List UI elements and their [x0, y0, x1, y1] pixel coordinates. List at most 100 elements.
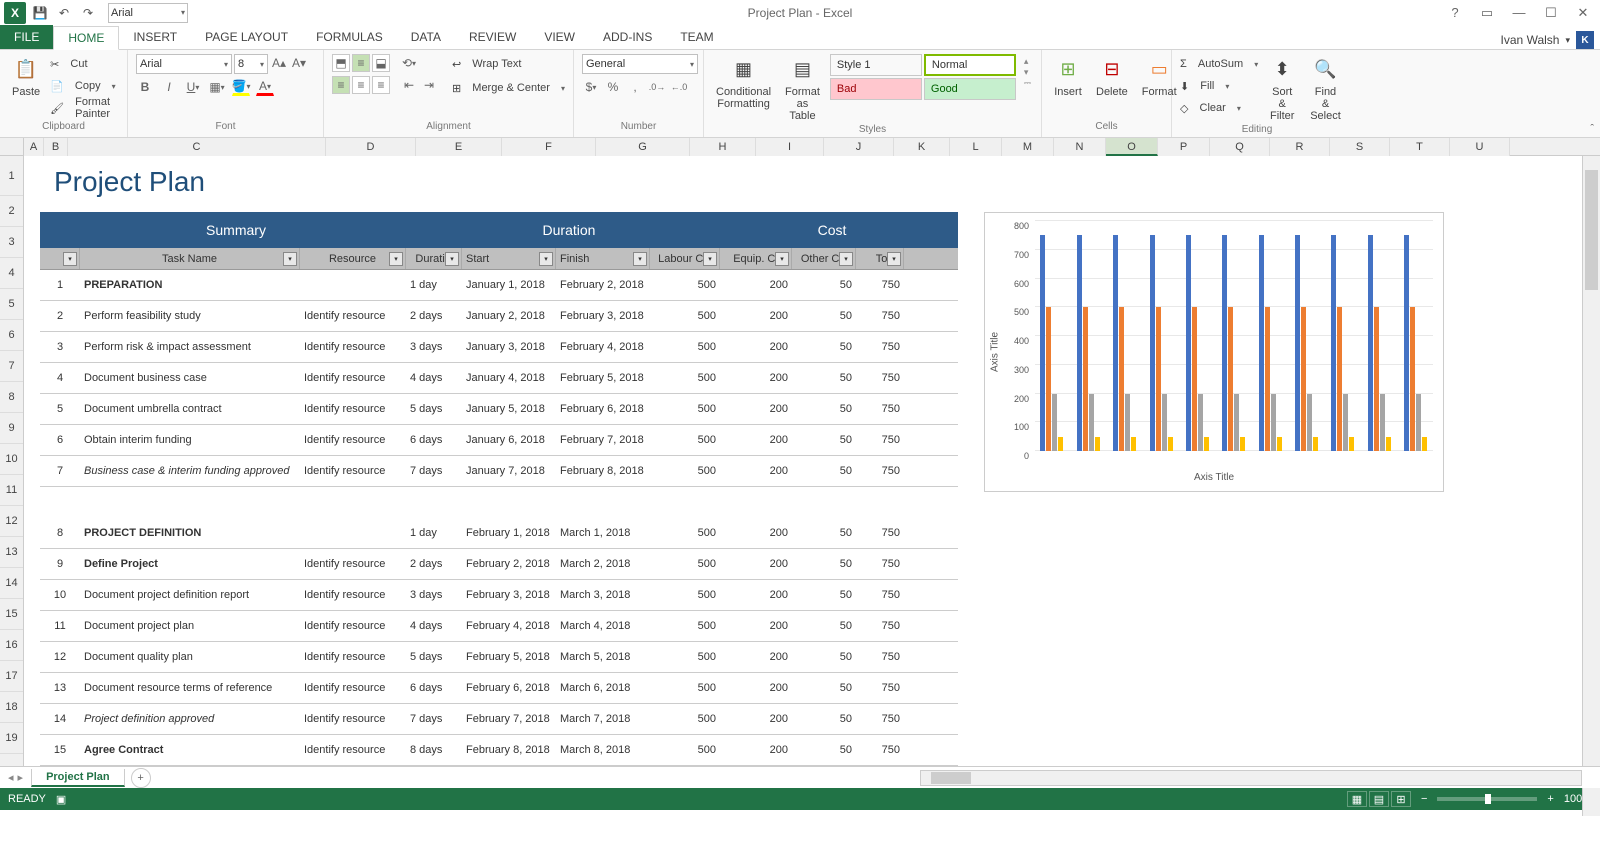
clear-button[interactable]: ◇ Clear ▾	[1180, 98, 1258, 118]
filter-dropdown-icon[interactable]: ▾	[63, 252, 77, 266]
column-header[interactable]: U	[1450, 138, 1510, 156]
tab-review[interactable]: REVIEW	[455, 25, 530, 49]
column-header[interactable]: H	[690, 138, 756, 156]
styles-scroll-down-icon[interactable]: ▾	[1024, 67, 1031, 78]
cost-chart[interactable]: 0100200300400500600700800 Axis Title Axi…	[984, 212, 1444, 492]
table-row[interactable]: 9Define ProjectIdentify resource2 daysFe…	[40, 549, 958, 580]
column-header[interactable]: F	[502, 138, 596, 156]
column-header[interactable]: M	[1002, 138, 1054, 156]
tab-formulas[interactable]: FORMULAS	[302, 25, 397, 49]
redo-icon[interactable]: ↷	[78, 3, 98, 23]
sort-filter-button[interactable]: ⬍Sort & Filter	[1264, 54, 1300, 124]
conditional-formatting-button[interactable]: ▦Conditional Formatting	[712, 54, 775, 112]
delete-cells-button[interactable]: ⊟Delete	[1092, 54, 1132, 100]
column-header[interactable]: J	[824, 138, 894, 156]
styles-scroll-up-icon[interactable]: ▴	[1024, 56, 1031, 67]
tab-add-ins[interactable]: ADD-INS	[589, 25, 666, 49]
row-header[interactable]: 4	[0, 258, 23, 289]
undo-icon[interactable]: ↶	[54, 3, 74, 23]
filter-dropdown-icon[interactable]: ▾	[703, 252, 717, 266]
find-select-button[interactable]: 🔍Find & Select	[1306, 54, 1345, 124]
border-icon[interactable]: ▦▾	[208, 78, 226, 96]
font-size-select[interactable]: 8▾	[234, 54, 268, 74]
format-painter-button[interactable]: 🖌 Format Painter	[50, 98, 119, 118]
column-header-cell[interactable]: Finish▾	[556, 248, 650, 269]
column-header-cell[interactable]: Start▾	[462, 248, 556, 269]
comma-icon[interactable]: ,	[626, 78, 644, 96]
table-row[interactable]: 6Obtain interim fundingIdentify resource…	[40, 425, 958, 456]
row-header[interactable]: 12	[0, 506, 23, 537]
row-header[interactable]: 11	[0, 475, 23, 506]
table-row[interactable]: 12Document quality planIdentify resource…	[40, 642, 958, 673]
row-header[interactable]: 13	[0, 537, 23, 568]
column-header[interactable]: B	[44, 138, 68, 156]
row-header[interactable]: 6	[0, 320, 23, 351]
row-header[interactable]: 17	[0, 661, 23, 692]
save-icon[interactable]: 💾	[30, 3, 50, 23]
worksheet[interactable]: Project Plan SummaryDurationCost ID▾Task…	[24, 156, 1600, 766]
page-break-view-icon[interactable]: ⊞	[1391, 791, 1411, 807]
column-header[interactable]: A	[24, 138, 44, 156]
macro-record-icon[interactable]: ▣	[56, 793, 66, 806]
increase-decimal-icon[interactable]: .0→	[648, 78, 666, 96]
sheet-tab[interactable]: Project Plan	[31, 769, 125, 787]
decrease-indent-icon[interactable]: ⇤	[400, 76, 418, 94]
scrollbar-thumb[interactable]	[931, 772, 971, 784]
filter-dropdown-icon[interactable]: ▾	[445, 252, 459, 266]
table-row[interactable]: 13Document resource terms of referenceId…	[40, 673, 958, 704]
column-header[interactable]: I	[756, 138, 824, 156]
close-icon[interactable]: ✕	[1572, 3, 1594, 23]
increase-font-icon[interactable]: A▴	[270, 54, 288, 72]
table-row[interactable]: 4Document business caseIdentify resource…	[40, 363, 958, 394]
table-row[interactable]: 3Perform risk & impact assessmentIdentif…	[40, 332, 958, 363]
qat-font-select[interactable]: Arial ▾	[108, 3, 188, 23]
column-header[interactable]: Q	[1210, 138, 1270, 156]
zoom-slider[interactable]	[1437, 797, 1537, 801]
cell-style-good[interactable]: Good	[924, 78, 1016, 100]
table-row[interactable]: 14Project definition approvedIdentify re…	[40, 704, 958, 735]
format-as-table-button[interactable]: ▤Format as Table	[781, 54, 824, 124]
add-sheet-button[interactable]: +	[131, 768, 151, 788]
filter-dropdown-icon[interactable]: ▾	[633, 252, 647, 266]
styles-more-icon[interactable]: ⎓	[1024, 78, 1031, 89]
column-header[interactable]: O	[1106, 138, 1158, 156]
align-left-icon[interactable]: ≡	[332, 76, 350, 94]
tab-home[interactable]: HOME	[53, 26, 119, 50]
tab-insert[interactable]: INSERT	[119, 25, 191, 49]
merge-center-button[interactable]: ⊞ Merge & Center ▾	[452, 78, 565, 98]
filter-dropdown-icon[interactable]: ▾	[389, 252, 403, 266]
bold-icon[interactable]: B	[136, 78, 154, 96]
column-header-cell[interactable]: Equip. Cos▾	[720, 248, 792, 269]
column-header[interactable]: S	[1330, 138, 1390, 156]
row-header[interactable]: 19	[0, 723, 23, 754]
maximize-icon[interactable]: ☐	[1540, 3, 1562, 23]
page-layout-view-icon[interactable]: ▤	[1369, 791, 1389, 807]
table-row[interactable]	[40, 487, 958, 518]
row-header[interactable]: 14	[0, 568, 23, 599]
percent-icon[interactable]: %	[604, 78, 622, 96]
row-header[interactable]: 9	[0, 413, 23, 444]
table-row[interactable]: 7Business case & interim funding approve…	[40, 456, 958, 487]
cell-style-normal[interactable]: Normal	[924, 54, 1016, 76]
italic-icon[interactable]: I	[160, 78, 178, 96]
normal-view-icon[interactable]: ▦	[1347, 791, 1367, 807]
filter-dropdown-icon[interactable]: ▾	[283, 252, 297, 266]
column-header-cell[interactable]: ID▾	[40, 248, 80, 269]
column-header[interactable]: K	[894, 138, 950, 156]
zoom-in-icon[interactable]: +	[1547, 793, 1553, 805]
row-header[interactable]: 7	[0, 351, 23, 382]
paste-button[interactable]: 📋 Paste	[8, 54, 44, 100]
column-header-cell[interactable]: Task Name▾	[80, 248, 300, 269]
row-header[interactable]: 18	[0, 692, 23, 723]
row-header[interactable]: 1	[0, 156, 23, 196]
copy-button[interactable]: 📄 Copy ▾	[50, 76, 119, 96]
row-header[interactable]: 10	[0, 444, 23, 475]
row-header[interactable]: 5	[0, 289, 23, 320]
help-icon[interactable]: ?	[1444, 3, 1466, 23]
tab-team[interactable]: TEAM	[666, 25, 727, 49]
insert-cells-button[interactable]: ⊞Insert	[1050, 54, 1086, 100]
align-top-icon[interactable]: ⬒	[332, 54, 350, 72]
align-right-icon[interactable]: ≡	[372, 76, 390, 94]
table-row[interactable]: 8PROJECT DEFINITION1 dayFebruary 1, 2018…	[40, 518, 958, 549]
table-row[interactable]: 15Agree ContractIdentify resource8 daysF…	[40, 735, 958, 766]
